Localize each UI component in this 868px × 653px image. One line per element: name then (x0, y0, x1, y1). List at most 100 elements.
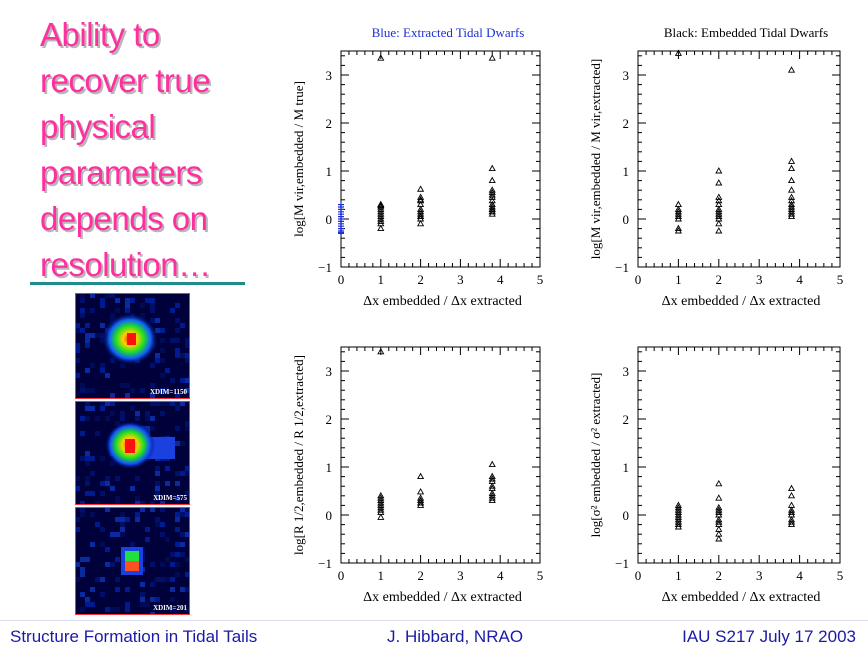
y-tick-label: 2 (623, 116, 630, 131)
chart-panel-3: 0 1 2 3 4 5 −1 0 1 2 3 Δx embedded / Δx extracted lo… (291, 346, 543, 605)
data-point (488, 196, 496, 204)
data-point (377, 201, 385, 209)
data-point (787, 200, 796, 208)
x-tick-label: 4 (497, 272, 504, 287)
y-tick-label: 0 (623, 212, 630, 227)
data-point (715, 530, 723, 537)
data-point (417, 193, 425, 200)
data-point (715, 219, 723, 227)
x-tick-label: 0 (338, 568, 345, 583)
footer-center: J. Hibbard, NRAO (387, 627, 524, 646)
data-point (787, 506, 796, 513)
data-point (488, 496, 496, 504)
data-point (674, 523, 682, 530)
data-point (488, 460, 496, 468)
slide-title: Ability to recover true physical parameters… (40, 12, 270, 288)
y-tick-label: 3 (326, 68, 333, 83)
y-tick-label: 3 (623, 364, 630, 379)
data-point (417, 472, 425, 480)
title-line: resolution… (40, 246, 211, 283)
y-tick-label: 1 (623, 460, 630, 475)
x-tick-label: 1 (675, 272, 682, 287)
title-line: recover true (40, 62, 211, 99)
x-tick-label: 2 (417, 568, 424, 583)
data-point (488, 482, 496, 489)
chart-panel-4: 0 1 2 3 4 5 −1 0 1 2 3 Δx embedded / Δx extracted lo… (588, 346, 844, 605)
x-tick-label: 2 (716, 568, 723, 583)
chart-title: Black: Embedded Tidal Dwarfs (664, 25, 828, 40)
y-tick-label: 1 (326, 164, 333, 179)
data-point (417, 185, 425, 192)
data-point (488, 205, 496, 212)
data-point (417, 205, 425, 212)
x-tick-label: 0 (338, 272, 345, 287)
x-tick-label: 4 (796, 272, 803, 287)
y-tick-label: 2 (623, 412, 630, 427)
data-point (338, 229, 344, 236)
x-tick-label: 3 (457, 272, 464, 287)
data-point (488, 176, 496, 184)
data-point (715, 525, 723, 532)
data-point (715, 179, 723, 186)
data-point (715, 518, 723, 525)
data-point (787, 515, 796, 523)
data-point (715, 196, 723, 204)
plot-frame (340, 346, 541, 564)
x-tick-label: 1 (378, 568, 385, 583)
data-point (715, 193, 723, 200)
x-axis-label: Δx embedded / Δx extracted (662, 294, 821, 309)
data-point (787, 186, 796, 193)
data-point (787, 176, 796, 184)
y-tick-label: 0 (623, 508, 630, 523)
data-point (377, 54, 385, 61)
title-line: physical (40, 108, 156, 145)
y-axis-label: log[M vir,embedded / M true] (291, 81, 306, 237)
plot-frame (340, 50, 541, 268)
data-point (787, 491, 796, 499)
x-tick-label: 2 (716, 272, 723, 287)
footer-right: IAU S217 July 17 2003 (682, 627, 856, 646)
y-tick-label: −1 (615, 556, 629, 571)
x-tick-label: 2 (417, 272, 424, 287)
data-point (787, 193, 796, 200)
data-point (715, 479, 723, 487)
data-point (377, 491, 385, 499)
data-point (488, 489, 496, 496)
data-point (377, 217, 385, 224)
data-point (377, 513, 385, 520)
image-label: XDIM=575 (153, 494, 187, 502)
footer-left: Structure Formation in Tidal Tails (10, 627, 258, 646)
x-tick-label: 0 (635, 568, 642, 583)
data-point (488, 54, 496, 61)
y-axis-label: log[M vir,embedded / M vir,extracted] (588, 59, 603, 259)
data-point (377, 200, 385, 208)
x-tick-label: 4 (497, 568, 504, 583)
data-point (715, 227, 723, 234)
x-tick-label: 5 (837, 272, 844, 287)
data-point (715, 494, 723, 501)
data-point (417, 219, 425, 227)
data-point (417, 200, 425, 208)
scatter-plot-grid: 0 1 2 3 4 5 −1 0 1 2 3 Δx embedded / Δx extracted lo… (291, 25, 844, 605)
data-point (674, 49, 682, 56)
x-tick-label: 5 (837, 568, 844, 583)
data-point (787, 66, 796, 73)
data-point (715, 205, 723, 212)
chart-panel-1: 0 1 2 3 4 5 −1 0 1 2 3 Δx embedded / Δx extracted lo… (291, 25, 543, 309)
data-point (787, 164, 796, 172)
data-point (488, 472, 496, 480)
title-line: parameters (40, 154, 202, 191)
data-point (488, 164, 496, 172)
simulation-image-xdim-575: XDIM=575 (75, 401, 190, 505)
x-tick-label: 3 (457, 568, 464, 583)
x-axis-label: Δx embedded / Δx extracted (363, 294, 522, 309)
data-point (674, 205, 682, 212)
title-underline (30, 282, 245, 285)
plot-frame (637, 50, 841, 268)
data-point (338, 201, 344, 208)
simulation-image-xdim-201: XDIM=201 (75, 507, 190, 615)
data-point (674, 224, 682, 232)
data-point (715, 503, 723, 511)
data-point (488, 186, 496, 193)
data-point (715, 200, 723, 208)
